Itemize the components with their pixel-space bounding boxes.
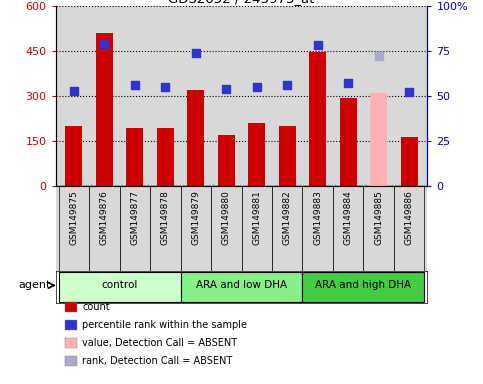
Text: agent: agent (18, 280, 51, 290)
Point (375, 53, 383, 60)
Bar (58, 186, 89, 271)
Point (222, 86, 230, 92)
Text: control: control (101, 280, 138, 290)
Text: rank, Detection Call = ABSENT: rank, Detection Call = ABSENT (82, 356, 232, 366)
Point (253, 84, 261, 90)
Text: GSM149876: GSM149876 (100, 190, 109, 245)
Point (284, 82, 291, 88)
Point (192, 50, 199, 56)
Bar (279, 126, 296, 186)
Text: ARA and high DHA: ARA and high DHA (315, 280, 412, 290)
Bar (127, 127, 143, 186)
Text: GSM149881: GSM149881 (252, 190, 261, 245)
Text: GSM149883: GSM149883 (313, 190, 322, 245)
Bar (302, 186, 333, 271)
Bar (394, 186, 425, 271)
Bar (333, 186, 363, 271)
Bar (363, 186, 394, 271)
Point (344, 80, 352, 86)
Bar (302, 272, 425, 302)
Text: GSM149885: GSM149885 (374, 190, 383, 245)
Text: GSM149879: GSM149879 (191, 190, 200, 245)
Point (131, 82, 139, 88)
Text: count: count (82, 302, 110, 312)
Bar (401, 137, 417, 186)
Bar (187, 90, 204, 186)
Text: GSM149886: GSM149886 (405, 190, 413, 245)
Bar (272, 186, 302, 271)
Title: GDS2652 / 243973_at: GDS2652 / 243973_at (168, 0, 315, 5)
Point (405, 89, 413, 96)
Text: percentile rank within the sample: percentile rank within the sample (82, 320, 247, 330)
Bar (66, 126, 82, 186)
Bar (157, 127, 174, 186)
Bar (96, 33, 113, 186)
Bar (181, 186, 211, 271)
Bar (218, 135, 235, 186)
Point (314, 42, 322, 48)
Bar (120, 186, 150, 271)
Text: GSM149882: GSM149882 (283, 190, 292, 245)
Bar (340, 98, 356, 186)
Text: GSM149875: GSM149875 (70, 190, 78, 245)
Point (100, 41, 108, 47)
Bar (309, 52, 326, 186)
Text: GSM149880: GSM149880 (222, 190, 231, 245)
Text: value, Detection Call = ABSENT: value, Detection Call = ABSENT (82, 338, 237, 348)
Bar (58, 272, 181, 302)
Point (70, 88, 78, 94)
Bar (370, 93, 387, 186)
Text: ARA and low DHA: ARA and low DHA (196, 280, 287, 290)
Bar (89, 186, 120, 271)
Bar (248, 123, 265, 186)
Bar (181, 272, 302, 302)
Point (161, 84, 169, 90)
Text: GSM149878: GSM149878 (161, 190, 170, 245)
Bar (211, 186, 242, 271)
Text: GSM149877: GSM149877 (130, 190, 139, 245)
Text: GSM149884: GSM149884 (344, 190, 353, 245)
Bar (150, 186, 181, 271)
Bar (242, 186, 272, 271)
